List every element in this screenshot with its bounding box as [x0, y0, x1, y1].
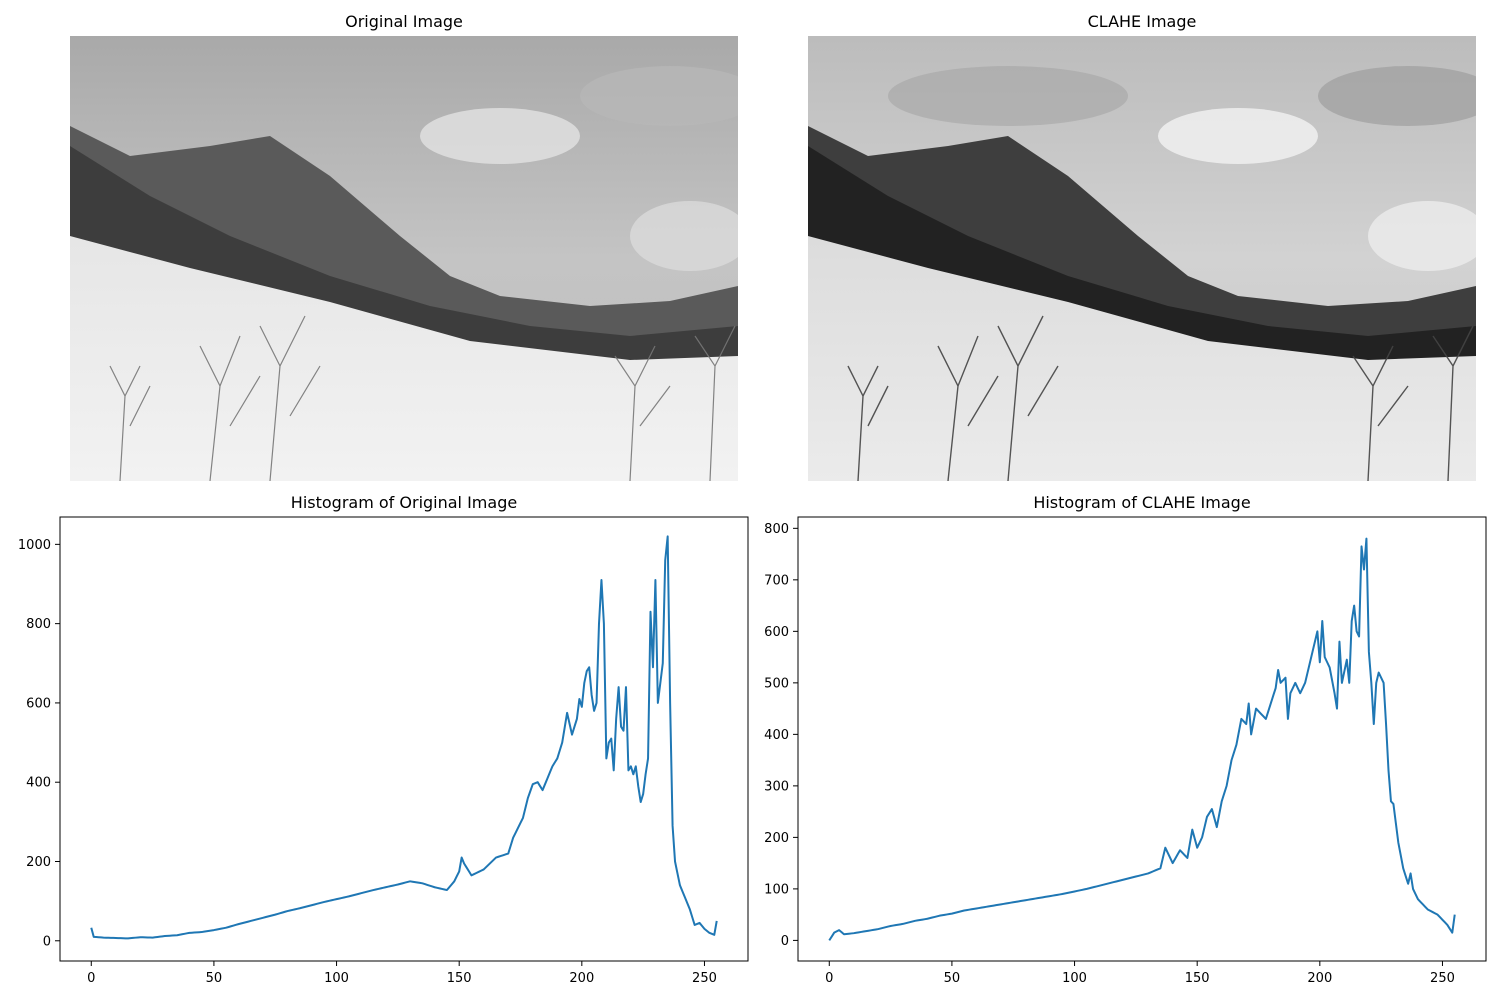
x-tick-label: 50: [206, 971, 223, 986]
series-line: [90, 535, 718, 940]
x-tick-label: 100: [1062, 971, 1087, 986]
hist-original-title: Histogram of Original Image: [290, 493, 518, 512]
axes-frame: [59, 516, 749, 962]
y-tick-label: 800: [26, 617, 51, 632]
series-line: [828, 537, 1456, 941]
y-tick-label: 200: [764, 831, 789, 846]
hist-clahe-title: Histogram of CLAHE Image: [1033, 493, 1251, 512]
y-tick-label: 800: [764, 522, 789, 537]
y-tick-label: 0: [781, 934, 789, 949]
y-tick-label: 0: [43, 934, 51, 949]
y-tick-label: 300: [764, 779, 789, 794]
x-tick-label: 0: [825, 971, 833, 986]
x-tick-label: 150: [1185, 971, 1210, 986]
x-tick-label: 250: [692, 971, 717, 986]
x-tick-label: 100: [324, 971, 349, 986]
x-tick-label: 250: [1430, 971, 1455, 986]
axes-frame: [797, 516, 1487, 962]
y-tick-label: 500: [764, 676, 789, 691]
original-image: [70, 36, 738, 481]
x-tick-label: 200: [569, 971, 594, 986]
original-image-title: Original Image: [345, 12, 463, 31]
y-tick-label: 400: [26, 776, 51, 791]
y-tick-label: 1000: [18, 538, 51, 553]
x-tick-label: 50: [944, 971, 961, 986]
clahe-image: [808, 36, 1476, 481]
y-tick-label: 100: [764, 882, 789, 897]
y-tick-label: 600: [764, 625, 789, 640]
x-tick-label: 0: [87, 971, 95, 986]
y-tick-label: 600: [26, 696, 51, 711]
y-tick-label: 200: [26, 855, 51, 870]
x-tick-label: 200: [1307, 971, 1332, 986]
y-tick-label: 400: [764, 728, 789, 743]
clahe-image-title: CLAHE Image: [1087, 12, 1197, 31]
y-tick-label: 700: [764, 573, 789, 588]
x-tick-label: 150: [447, 971, 472, 986]
